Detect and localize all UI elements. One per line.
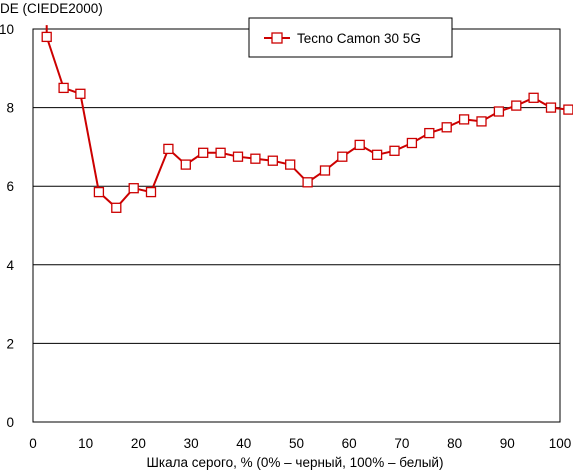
data-point	[354, 139, 365, 151]
data-point	[545, 102, 557, 113]
data-point	[198, 147, 209, 158]
gridlines	[33, 28, 560, 423]
x-tick-label: 40	[236, 436, 251, 451]
legend-label: Tecno Camon 30 5G	[297, 31, 421, 46]
x-tick-label: 10	[78, 436, 93, 451]
data-point	[285, 159, 296, 170]
data-point	[458, 114, 470, 125]
x-tick-label: 20	[131, 436, 146, 451]
data-point	[563, 104, 573, 115]
data-point	[302, 177, 313, 188]
data-point	[406, 137, 418, 149]
data-point	[337, 151, 348, 162]
x-tick-label: 50	[289, 436, 304, 451]
data-point	[511, 100, 522, 111]
data-point	[41, 31, 52, 43]
data-point	[111, 202, 122, 213]
y-tick-label: 0	[6, 415, 14, 430]
data-point	[145, 186, 157, 198]
x-axis-title: Шкала серого, % (0% – черный, 100% – бел…	[147, 455, 444, 470]
x-tick-label: 90	[500, 436, 515, 451]
data-point	[128, 183, 139, 194]
x-tick-label: 80	[447, 436, 462, 451]
data-point	[163, 143, 174, 155]
data-point	[75, 88, 86, 99]
data-point	[528, 92, 539, 103]
series-layer	[41, 25, 573, 213]
data-point	[476, 116, 487, 127]
x-tick-label: 0	[29, 436, 37, 451]
data-point	[441, 122, 452, 133]
data-point	[319, 165, 331, 176]
data-point	[371, 149, 383, 160]
y-tick-label: 4	[6, 258, 14, 273]
data-point	[215, 147, 226, 158]
data-point	[180, 159, 191, 170]
x-tick-label: 30	[184, 436, 199, 451]
data-point	[424, 127, 435, 139]
legend-swatch-marker	[271, 32, 283, 44]
x-tick-label: 60	[342, 436, 357, 451]
y-tick-label: 6	[6, 179, 14, 194]
data-point	[493, 106, 505, 117]
y-tick-label: 8	[6, 101, 14, 116]
x-tick-label: 70	[394, 436, 409, 451]
x-tick-label: 100	[549, 436, 572, 451]
data-point	[93, 186, 105, 198]
y-axis-title: DE (CIEDE2000)	[0, 1, 103, 16]
data-point	[389, 145, 400, 156]
data-point	[250, 153, 261, 164]
data-point	[267, 155, 278, 166]
y-tick-label: 10	[0, 22, 14, 37]
data-point	[232, 151, 244, 162]
legend: Tecno Camon 30 5G	[248, 17, 453, 58]
data-point	[58, 82, 69, 94]
plot-area-frame	[32, 28, 561, 423]
y-tick-label: 2	[6, 336, 14, 351]
